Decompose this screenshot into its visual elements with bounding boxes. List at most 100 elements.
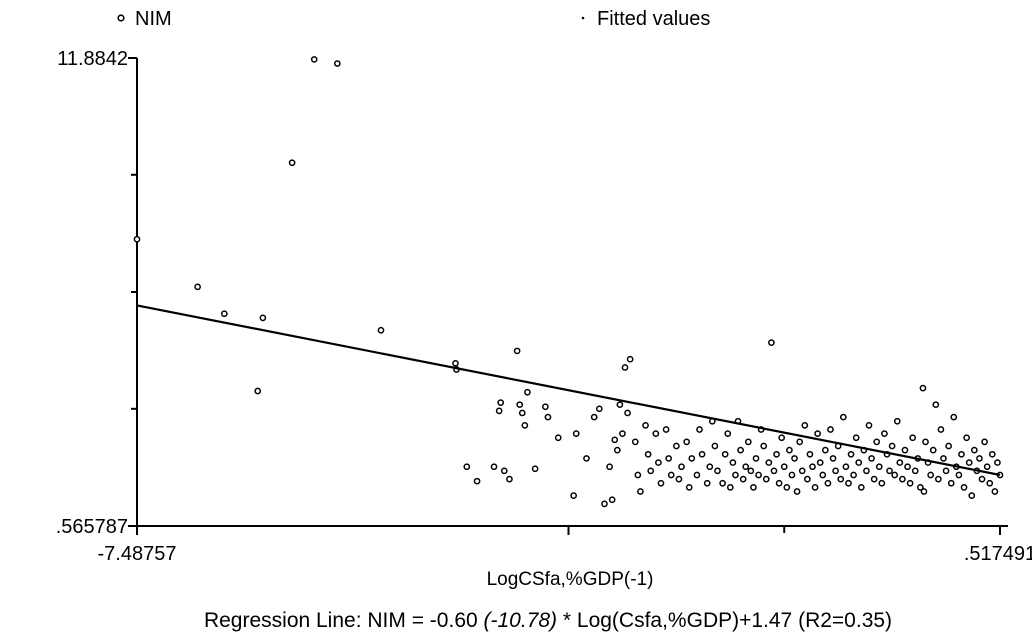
axes: 11.8842 .565787 -7.48757 .517491 LogCSfa… — [56, 48, 1032, 590]
nim-point-39 — [621, 364, 629, 371]
nim-point-23 — [531, 465, 539, 473]
regression-caption: Regression Line: NIM = -0.60 (-10.78) * … — [204, 609, 892, 632]
nim-point-49 — [655, 459, 662, 466]
y-ticks — [128, 57, 137, 527]
nim-point-90 — [775, 479, 783, 487]
nim-point-3 — [254, 387, 262, 395]
nim-point-125 — [865, 421, 873, 429]
nim-point-96 — [791, 455, 798, 462]
nim-point-9 — [452, 359, 459, 367]
legend-label-nim: NIM — [135, 8, 172, 30]
nim-point-133 — [886, 467, 893, 475]
legend-marker-fitted — [581, 16, 585, 20]
nim-point-47 — [647, 467, 655, 475]
caption-suffix: * Log(Csfa,%GDP)+1.47 (R2=0.35) — [557, 609, 892, 632]
nim-point-116 — [842, 463, 850, 471]
nim-point-4 — [259, 314, 267, 322]
nim-point-87 — [768, 339, 775, 347]
nim-point-80 — [750, 484, 757, 491]
nim-point-156 — [942, 467, 950, 475]
nim-point-169 — [976, 455, 983, 462]
nim-point-77 — [742, 463, 750, 471]
nim-point-143 — [911, 467, 919, 475]
nim-point-53 — [667, 471, 675, 479]
nim-point-52 — [665, 455, 673, 462]
nim-point-69 — [721, 450, 729, 458]
nim-point-29 — [583, 455, 590, 462]
nim-point-45 — [642, 421, 649, 429]
nim-point-141 — [906, 479, 914, 487]
nim-point-81 — [752, 455, 760, 462]
nim-point-22 — [524, 388, 531, 396]
x-ticks — [136, 526, 1001, 535]
nim-point-140 — [904, 463, 911, 471]
nim-point-129 — [875, 463, 883, 471]
nim-point-27 — [570, 492, 577, 499]
nim-point-151 — [929, 446, 937, 454]
nim-point-161 — [955, 471, 963, 479]
nim-point-63 — [703, 479, 711, 487]
legend: NIM Fitted values — [117, 8, 710, 30]
nim-point-71 — [726, 484, 734, 491]
nim-point-66 — [711, 442, 719, 450]
nim-point-121 — [855, 459, 863, 466]
nim-point-130 — [878, 479, 886, 487]
nim-point-64 — [706, 463, 714, 471]
nim-point-33 — [606, 463, 613, 471]
nim-point-108 — [821, 446, 829, 454]
nim-point-134 — [888, 442, 896, 450]
nim-point-82 — [755, 471, 762, 479]
nim-point-150 — [927, 471, 935, 479]
nim-point-8 — [377, 326, 385, 334]
nim-point-139 — [901, 446, 909, 454]
nim-point-43 — [634, 471, 642, 479]
nim-point-58 — [685, 484, 693, 491]
nim-point-118 — [847, 450, 855, 458]
nim-point-110 — [827, 426, 834, 433]
nim-point-176 — [994, 459, 1001, 466]
nim-point-36 — [613, 446, 621, 454]
nim-point-164 — [963, 434, 970, 442]
nim-point-54 — [673, 442, 680, 450]
nim-points — [133, 56, 1004, 508]
nim-point-122 — [857, 484, 865, 491]
nim-point-163 — [960, 484, 968, 491]
y-tick-label-max: 11.8842 — [57, 48, 128, 70]
nim-point-40 — [624, 409, 631, 417]
nim-point-37 — [616, 401, 624, 409]
nim-point-73 — [732, 471, 739, 479]
nim-point-91 — [778, 434, 786, 442]
nim-point-115 — [839, 413, 847, 421]
nim-point-135 — [891, 471, 899, 479]
nim-point-162 — [958, 450, 965, 458]
nim-point-21 — [521, 421, 529, 429]
nim-point-59 — [688, 455, 696, 462]
x-tick-label-min: -7.48757 — [98, 543, 177, 565]
nim-point-93 — [783, 484, 791, 491]
fitted-line — [136, 304, 1001, 477]
nim-point-154 — [937, 426, 945, 433]
nim-point-111 — [829, 455, 837, 462]
nim-point-20 — [518, 409, 526, 417]
nim-point-76 — [739, 475, 747, 483]
legend-marker-nim — [117, 14, 125, 22]
nim-point-15 — [497, 399, 505, 406]
nim-point-57 — [683, 438, 690, 446]
nim-point-84 — [760, 442, 768, 450]
nim-point-175 — [991, 488, 999, 495]
nim-point-124 — [863, 467, 870, 475]
nim-point-42 — [631, 438, 639, 446]
nim-point-72 — [729, 459, 737, 466]
nim-point-128 — [873, 438, 881, 446]
nim-point-99 — [798, 467, 806, 475]
nim-point-30 — [590, 413, 598, 421]
nim-point-60 — [693, 471, 701, 479]
nim-point-5 — [288, 159, 296, 167]
nim-point-173 — [986, 479, 994, 487]
nim-point-105 — [814, 430, 821, 437]
nim-point-106 — [816, 459, 824, 466]
nim-point-114 — [837, 475, 845, 483]
nim-point-41 — [626, 355, 634, 363]
nim-point-109 — [824, 479, 832, 487]
nim-point-32 — [601, 500, 608, 508]
